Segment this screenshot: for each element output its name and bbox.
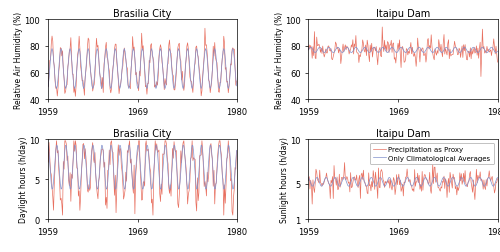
- Legend: Precipitation as Proxy, Only Climatological Averages: Precipitation as Proxy, Only Climatologi…: [370, 143, 494, 164]
- Precipitation as Proxy: [428, 188, 434, 191]
- Only Climatological Averages: [362, 182, 368, 185]
- Title: Itaipu Dam: Itaipu Dam: [376, 9, 430, 19]
- Only Climatological Averages: [490, 185, 496, 188]
- Line: Only Climatological Averages: Only Climatological Averages: [308, 178, 498, 186]
- Y-axis label: Daylight hours (h/day): Daylight hours (h/day): [19, 136, 28, 223]
- Title: Brasilia City: Brasilia City: [113, 129, 171, 139]
- Precipitation as Proxy: [342, 162, 347, 165]
- Precipitation as Proxy: [310, 179, 316, 182]
- Precipitation as Proxy: [306, 179, 312, 182]
- Only Climatological Averages: [426, 184, 432, 187]
- Title: Brasilia City: Brasilia City: [113, 9, 171, 19]
- Only Climatological Averages: [456, 183, 462, 186]
- Only Climatological Averages: [306, 176, 312, 179]
- Precipitation as Proxy: [364, 185, 370, 188]
- Precipitation as Proxy: [457, 172, 463, 175]
- Only Climatological Averages: [309, 185, 315, 188]
- Y-axis label: Sunlight hours (h/day): Sunlight hours (h/day): [280, 137, 289, 222]
- Only Climatological Averages: [438, 181, 444, 184]
- Y-axis label: Relative Air Humidity (%): Relative Air Humidity (%): [274, 12, 283, 108]
- Precipitation as Proxy: [440, 180, 446, 183]
- Only Climatological Averages: [490, 185, 496, 188]
- Precipitation as Proxy: [492, 192, 498, 195]
- Title: Itaipu Dam: Itaipu Dam: [376, 129, 430, 139]
- Precipitation as Proxy: [309, 203, 315, 206]
- Only Climatological Averages: [494, 176, 500, 179]
- Y-axis label: Relative Air Humidity (%): Relative Air Humidity (%): [14, 12, 22, 108]
- Line: Precipitation as Proxy: Precipitation as Proxy: [308, 163, 498, 204]
- Precipitation as Proxy: [494, 177, 500, 180]
